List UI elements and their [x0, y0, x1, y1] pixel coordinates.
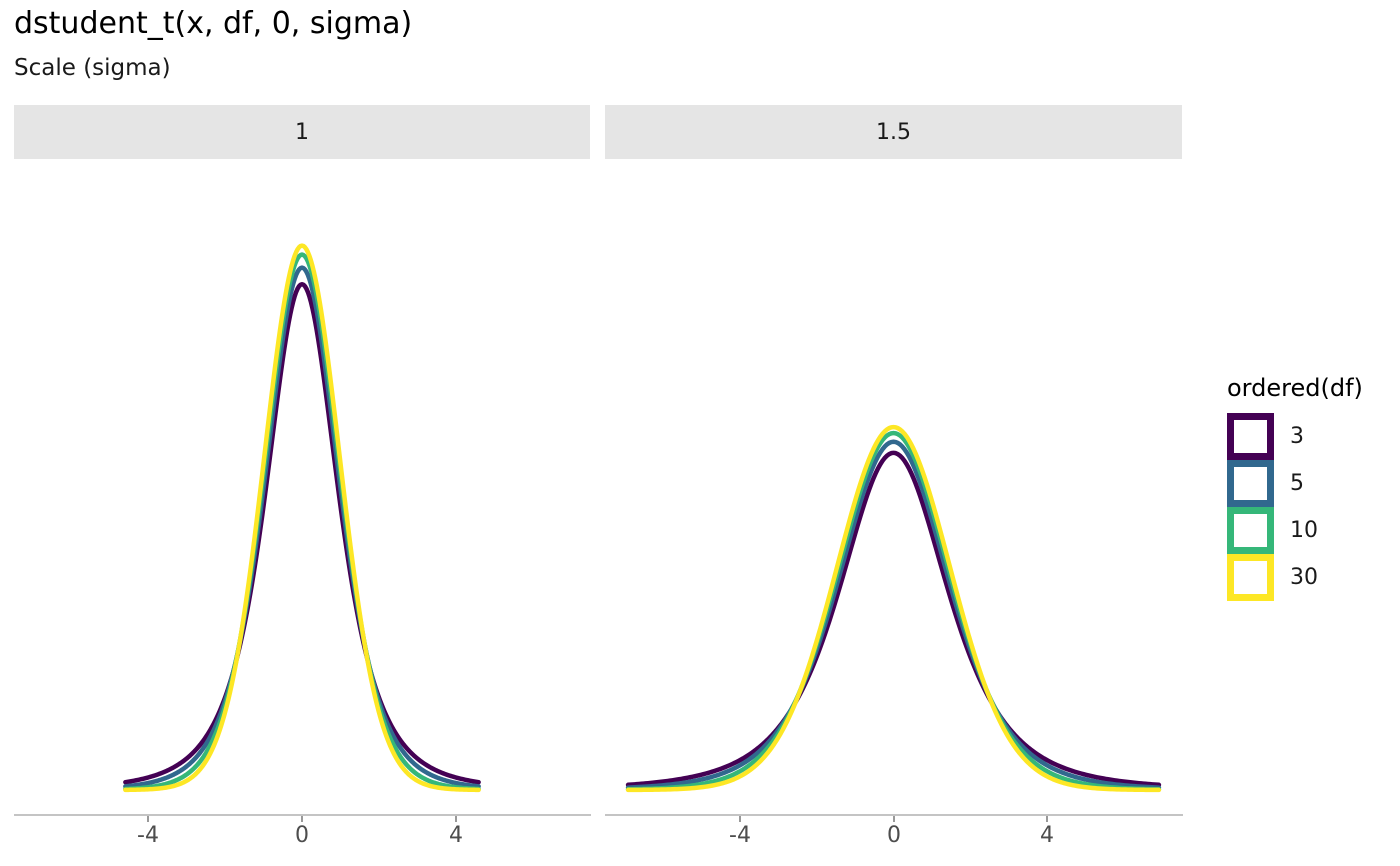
- density-curve-df-3-sigma-1: [123, 282, 481, 785]
- density-curve-df-5-sigma-1-5: [625, 439, 1162, 790]
- legend-item-label: 10: [1290, 518, 1318, 543]
- legend-item-label: 30: [1290, 565, 1318, 590]
- plot-subtitle: Scale (sigma): [14, 55, 171, 81]
- legend-item-df-3: 3: [1227, 413, 1363, 460]
- density-curves-sigma-1: [123, 243, 481, 793]
- legend-key-swatch-df-5: [1227, 460, 1274, 507]
- x-tick-label: 0: [887, 823, 901, 848]
- x-tick-mark: [893, 816, 895, 822]
- x-tick-mark: [301, 816, 303, 822]
- x-tick-label: 4: [1040, 823, 1054, 848]
- facet-strip-label: 1: [295, 119, 309, 145]
- x-tick-mark: [739, 816, 741, 822]
- x-axis-line-panel-2: [605, 814, 1183, 816]
- legend-item-label: 3: [1290, 424, 1304, 449]
- legend-item-label: 5: [1290, 471, 1304, 496]
- density-curve-df-30-sigma-1-5: [625, 424, 1162, 793]
- x-tick-mark: [147, 816, 149, 822]
- plot-title: dstudent_t(x, df, 0, sigma): [14, 6, 413, 41]
- x-tick-label: 0: [295, 823, 309, 848]
- density-curves-sigma-1-5: [625, 424, 1162, 793]
- x-tick-mark: [455, 816, 457, 822]
- density-curve-df-10-sigma-1: [123, 252, 481, 792]
- facet-strip-label: 1.5: [876, 119, 911, 145]
- plot-panel-sigma-1-5: [605, 159, 1182, 815]
- legend-key-swatch-df-30: [1227, 554, 1274, 601]
- x-tick-label: -4: [137, 823, 159, 848]
- legend-item-df-5: 5: [1227, 460, 1363, 507]
- legend-item-df-30: 30: [1227, 554, 1363, 601]
- x-axis-line-panel-1: [14, 814, 591, 816]
- density-curve-df-5-sigma-1: [123, 265, 481, 789]
- legend-title: ordered(df): [1227, 374, 1363, 402]
- legend-item-df-10: 10: [1227, 507, 1363, 554]
- x-tick-mark: [1046, 816, 1048, 822]
- density-curve-df-30-sigma-1: [123, 243, 481, 793]
- plot-panel-sigma-1: [14, 159, 590, 815]
- density-curve-df-10-sigma-1-5: [625, 430, 1162, 792]
- legend-key-swatch-df-10: [1227, 507, 1274, 554]
- density-curve-df-3-sigma-1-5: [625, 450, 1162, 788]
- facet-strip-sigma-1-5: 1.5: [605, 105, 1182, 159]
- legend: ordered(df) 3 5 10 30: [1227, 374, 1363, 601]
- facet-strip-sigma-1: 1: [14, 105, 590, 159]
- x-tick-label: 4: [449, 823, 463, 848]
- legend-key-swatch-df-3: [1227, 413, 1274, 460]
- x-tick-label: -4: [729, 823, 751, 848]
